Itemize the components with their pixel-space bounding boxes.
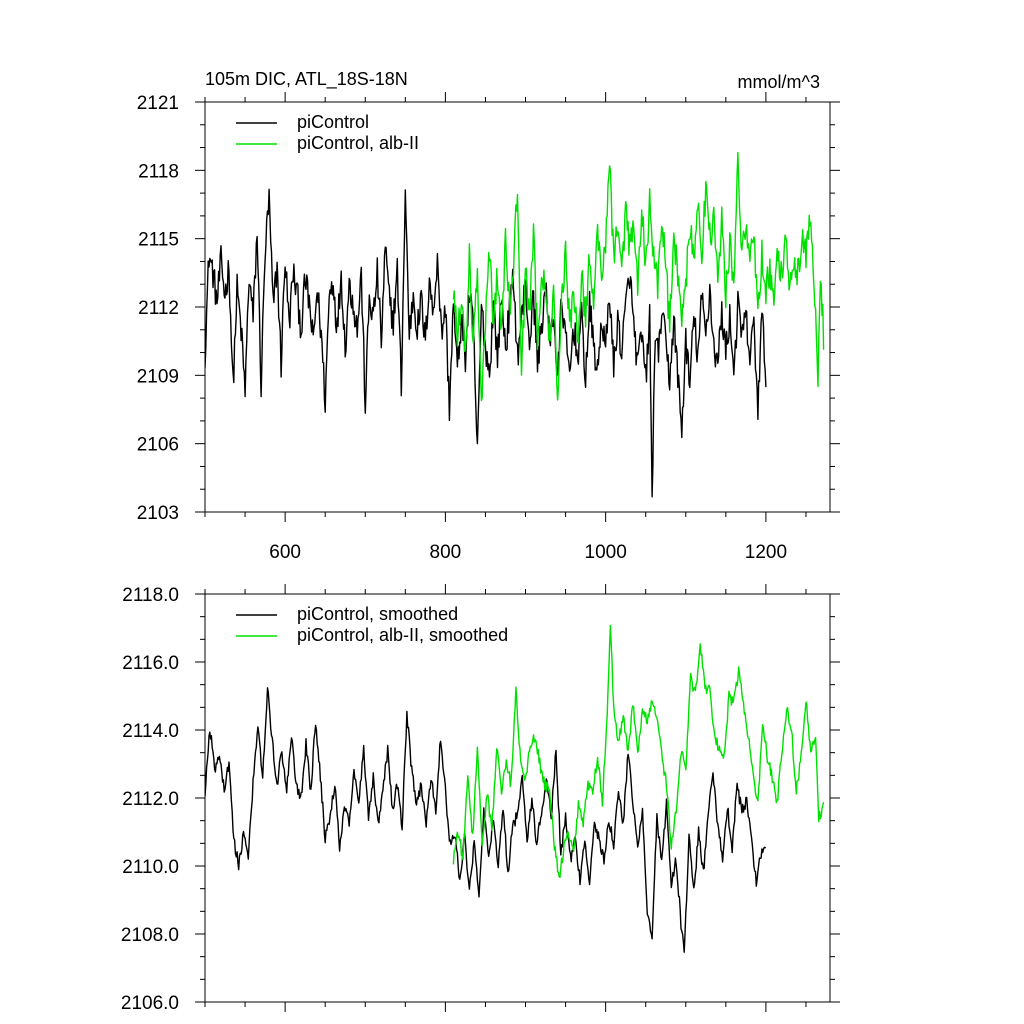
y-tick-label: 2108.0 [121, 925, 179, 946]
legend-label: piControl, alb-II, smoothed [297, 625, 508, 645]
legend-label: piControl, alb-II [297, 133, 419, 153]
x-tick-label: 1000 [585, 542, 627, 563]
y-tick-label: 2118.0 [122, 585, 179, 606]
y-tick-label: 2118 [138, 161, 179, 182]
x-tick-label: 1200 [745, 542, 787, 563]
legend-label: piControl, smoothed [297, 604, 458, 624]
y-tick-label: 2115 [138, 230, 179, 251]
y-tick-label: 2110.0 [122, 857, 179, 878]
series-line-alb-ii [452, 624, 825, 878]
series-line-alb-ii [452, 151, 825, 402]
y-tick-label: 2106.0 [121, 993, 179, 1014]
y-tick-label: 2112 [138, 298, 179, 319]
y-tick-label: 2112.0 [122, 789, 179, 810]
y-tick-label: 2106 [137, 435, 179, 456]
chart-units: mmol/m^3 [738, 72, 820, 92]
y-tick-label: 2121 [137, 93, 179, 114]
y-tick-label: 2109 [137, 366, 179, 387]
legend-label: piControl [297, 112, 369, 132]
y-tick-label: 2116.0 [122, 653, 179, 674]
y-tick-label: 2114.0 [122, 721, 179, 742]
x-tick-label: 800 [430, 542, 462, 563]
y-tick-label: 2103 [137, 503, 179, 524]
chart-panel-1: 600 800 1000 1200 2103 2106 2109 2112 2115 2118 21… [137, 69, 840, 563]
chart-title: 105m DIC, ATL_18S-18N [205, 69, 408, 90]
series-line-control [205, 188, 767, 498]
x-tick-label: 600 [269, 542, 301, 563]
chart-panel-2: 2106.0 2108.0 2110.0 2112.0 2114.0 2116.0 2118… [121, 584, 840, 1014]
